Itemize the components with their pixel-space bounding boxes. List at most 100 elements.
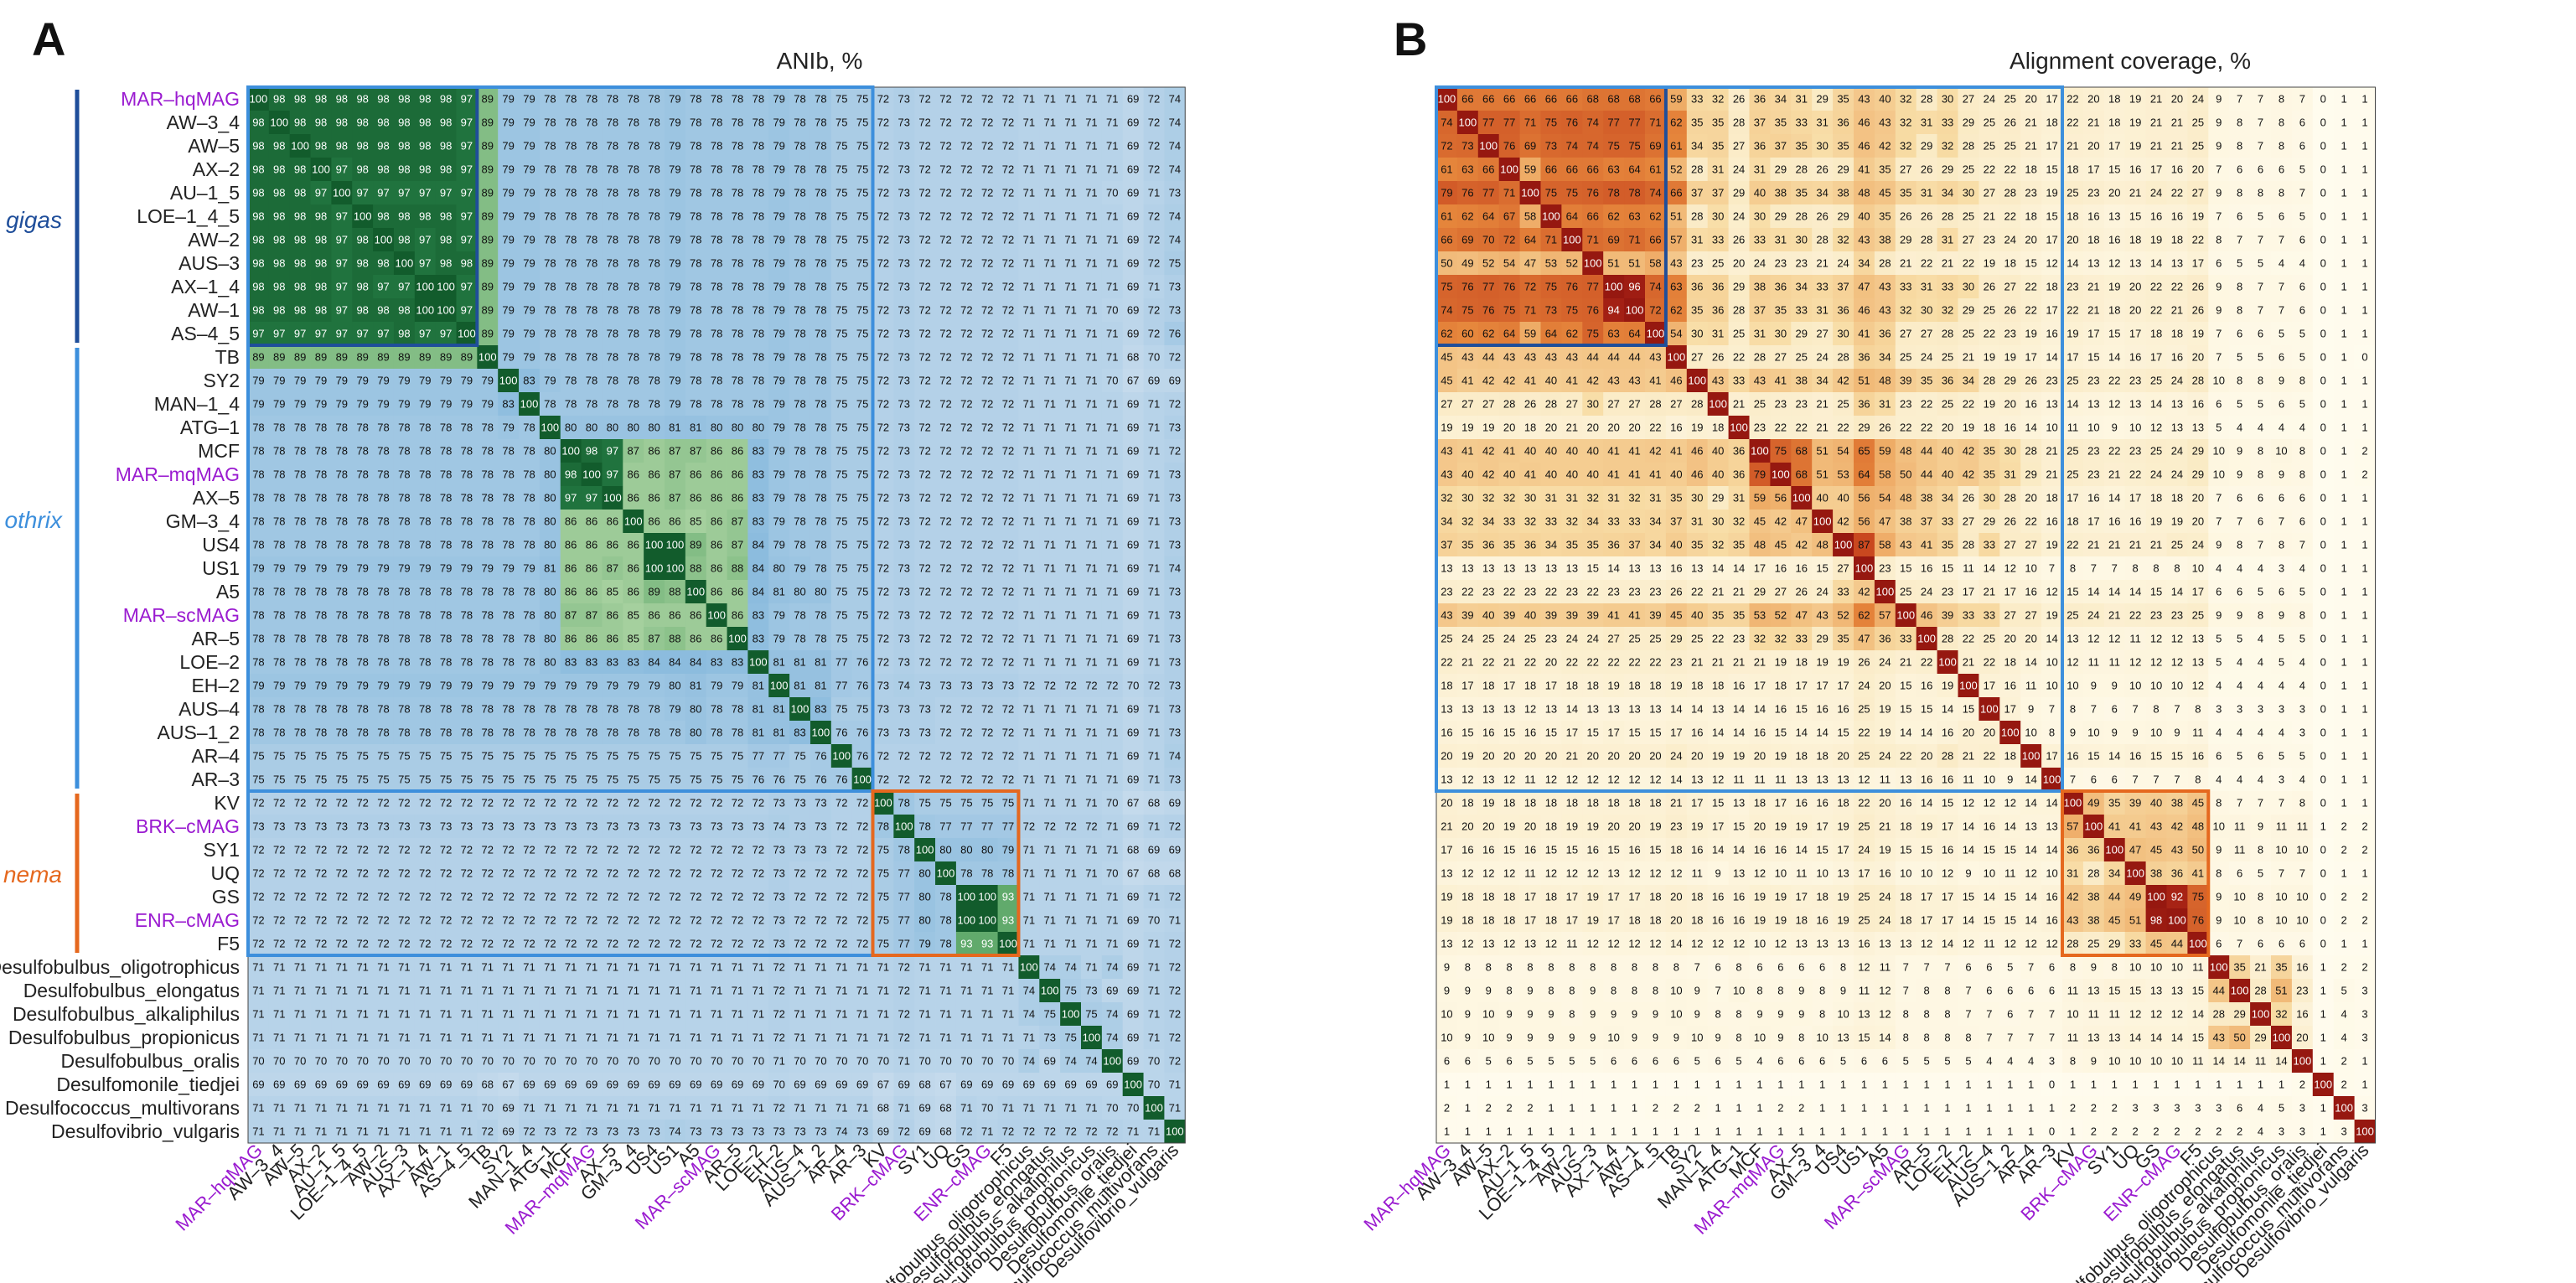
anib-cell-value: 75 xyxy=(502,750,514,763)
anib-cell-value: 72 xyxy=(502,938,514,950)
anib-cell-value: 72 xyxy=(898,961,910,974)
anib-cell-value: 81 xyxy=(815,656,826,669)
anib-cell-value: 71 xyxy=(607,1102,618,1115)
row-label: AW–5 xyxy=(188,135,240,157)
anib-cell-value: 98 xyxy=(273,281,285,293)
anib-cell-value: 72 xyxy=(918,328,930,340)
anib-cell-value: 72 xyxy=(523,914,535,927)
anib-cell-value: 98 xyxy=(315,234,327,246)
coverage-cell-value: 74 xyxy=(1441,116,1452,129)
anib-cell-value: 78 xyxy=(815,351,826,364)
anib-cell-value: 76 xyxy=(835,773,847,786)
anib-cell-value: 71 xyxy=(815,1008,826,1021)
anib-cell-value: 86 xyxy=(586,562,597,575)
coverage-cell-value: 66 xyxy=(1461,93,1473,106)
anib-cell-value: 72 xyxy=(1064,1125,1076,1138)
anib-cell-value: 71 xyxy=(252,1102,264,1115)
anib-cell-value: 75 xyxy=(461,773,473,786)
coverage-cell-value: 26 xyxy=(1921,163,1932,176)
anib-cell-value: 98 xyxy=(565,468,577,481)
anib-cell-value: 71 xyxy=(315,1125,327,1138)
anib-cell-value: 71 xyxy=(1085,116,1097,129)
anib-cell-value: 98 xyxy=(398,140,410,153)
anib-cell-value: 72 xyxy=(252,938,264,950)
anib-cell xyxy=(685,158,707,182)
anib-cell xyxy=(727,181,748,205)
anib-cell-value: 78 xyxy=(794,304,805,317)
anib-cell-value: 69 xyxy=(1127,914,1139,927)
anib-cell-value: 78 xyxy=(690,140,701,153)
anib-cell-value: 71 xyxy=(732,985,743,997)
coverage-cell-value: 4 xyxy=(2279,257,2284,270)
anib-cell-value: 72 xyxy=(877,328,889,340)
anib-cell-value: 97 xyxy=(461,140,473,153)
anib-cell-value: 75 xyxy=(398,773,410,786)
anib-cell xyxy=(1143,134,1165,158)
anib-cell-value: 72 xyxy=(565,1125,577,1138)
coverage-cell-value: 40 xyxy=(1754,187,1766,199)
anib-cell-value: 69 xyxy=(356,1079,368,1091)
anib-cell-value: 74 xyxy=(1106,1008,1118,1021)
anib-cell-value: 75 xyxy=(607,750,618,763)
anib-cell xyxy=(976,87,998,111)
anib-cell-value: 81 xyxy=(794,656,805,669)
anib-cell-value: 78 xyxy=(690,351,701,364)
anib-cell xyxy=(539,158,561,182)
anib-cell-value: 89 xyxy=(482,140,494,153)
anib-cell-value: 69 xyxy=(273,1079,285,1091)
anib-cell-value: 69 xyxy=(1127,727,1139,739)
anib-cell-value: 72 xyxy=(398,797,410,810)
anib-cell-value: 71 xyxy=(356,1125,368,1138)
anib-cell-value: 69 xyxy=(669,1079,680,1091)
anib-cell-value: 71 xyxy=(336,1102,348,1115)
anib-cell-value: 69 xyxy=(1127,539,1139,551)
anib-cell-value: 100 xyxy=(686,586,705,598)
anib-cell-value: 70 xyxy=(1106,797,1118,810)
anib-cell-value: 79 xyxy=(356,562,368,575)
anib-cell-value: 78 xyxy=(565,375,577,387)
anib-cell-value: 73 xyxy=(856,1125,868,1138)
anib-cell-value: 78 xyxy=(586,257,597,270)
anib-cell-value: 71 xyxy=(918,1032,930,1044)
anib-cell-value: 72 xyxy=(523,891,535,903)
coverage-cell-value: 25 xyxy=(1963,163,1974,176)
anib-cell-value: 78 xyxy=(627,304,639,317)
anib-cell-value: 79 xyxy=(315,680,327,692)
anib-cell-value: 78 xyxy=(711,328,722,340)
anib-cell-value: 69 xyxy=(1127,633,1139,645)
anib-cell-value: 83 xyxy=(815,703,826,716)
anib-cell-value: 71 xyxy=(419,1008,431,1021)
coverage-cell-value: 75 xyxy=(1545,116,1557,129)
anib-cell-value: 78 xyxy=(565,234,577,246)
anib-cell xyxy=(1164,111,1186,135)
coverage-cell-value: 22 xyxy=(2066,93,2078,106)
anib-cell-value: 71 xyxy=(1064,727,1076,739)
anib-cell-value: 73 xyxy=(294,820,306,833)
anib-cell-value: 72 xyxy=(252,844,264,856)
anib-cell-value: 79 xyxy=(502,234,514,246)
anib-cell-value: 79 xyxy=(1002,844,1014,856)
anib-cell-value: 68 xyxy=(482,1079,494,1091)
anib-cell xyxy=(1018,87,1040,111)
anib-cell xyxy=(310,111,332,135)
anib-cell-value: 72 xyxy=(565,867,577,880)
anib-cell-value: 73 xyxy=(815,820,826,833)
anib-cell-value: 71 xyxy=(252,1032,264,1044)
coverage-cell-value: 26 xyxy=(1733,234,1745,246)
anib-cell-value: 78 xyxy=(586,187,597,199)
anib-cell-value: 75 xyxy=(877,891,889,903)
anib-cell-value: 71 xyxy=(981,961,993,974)
anib-cell xyxy=(872,181,894,205)
anib-cell-value: 100 xyxy=(416,281,434,293)
coverage-cell-value: 6 xyxy=(2299,234,2305,246)
coverage-cell-value: 7 xyxy=(2258,116,2263,129)
anib-cell-value: 78 xyxy=(482,703,494,716)
anib-cell-value: 89 xyxy=(356,351,368,364)
anib-cell-value: 71 xyxy=(1148,586,1160,598)
anib-cell xyxy=(310,134,332,158)
anib-cell-value: 75 xyxy=(1043,1008,1055,1021)
anib-cell-value: 71 xyxy=(877,1032,889,1044)
anib-cell-value: 81 xyxy=(773,703,784,716)
anib-cell-value: 78 xyxy=(565,210,577,223)
anib-cell-value: 71 xyxy=(669,1032,680,1044)
